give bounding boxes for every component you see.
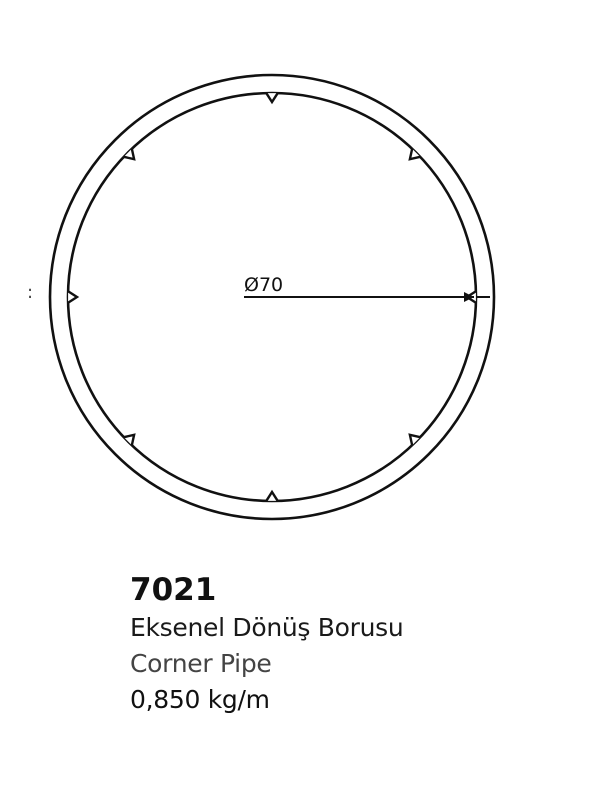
notch-fill xyxy=(266,492,278,501)
pipe-outer-wall xyxy=(48,73,496,521)
wall-notch xyxy=(123,148,136,161)
diameter-label: Ø70 xyxy=(244,274,283,296)
product-name-turkish: Eksenel Dönüş Borusu xyxy=(130,613,404,642)
product-name-english: Corner Pipe xyxy=(130,649,272,678)
wall-notch xyxy=(67,290,80,304)
product-caption: 7021 Eksenel Dönüş Borusu Corner Pipe 0,… xyxy=(130,570,570,718)
wall-notch xyxy=(265,489,279,502)
wall-notches xyxy=(67,92,477,502)
notch-fill xyxy=(68,291,77,303)
product-weight: 0,850 kg/m xyxy=(130,685,270,714)
wall-notch xyxy=(265,92,279,105)
wall-notch xyxy=(123,433,136,446)
product-code: 7021 xyxy=(130,572,217,608)
notch-fill xyxy=(266,93,278,102)
wall-notch xyxy=(408,433,421,446)
stray-colon-mark: : xyxy=(27,282,34,303)
wall-notch xyxy=(408,148,421,161)
